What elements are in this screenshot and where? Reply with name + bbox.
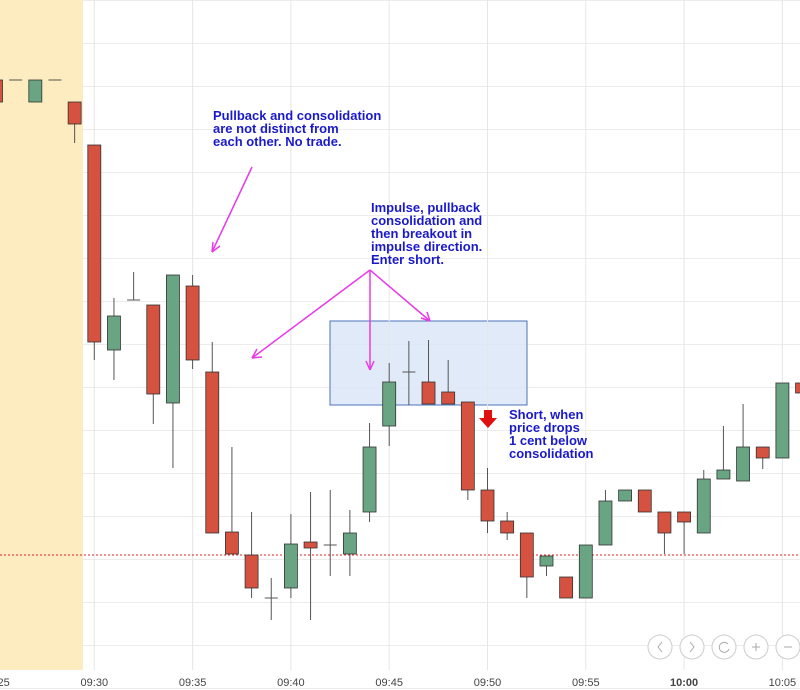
x-tick-label: 09:45: [375, 677, 403, 689]
candle-body: [696, 478, 711, 534]
candle-body: [637, 489, 652, 513]
annotation-line: consolidation and: [371, 213, 482, 228]
candle-body: [677, 511, 691, 523]
candle-body: [303, 541, 318, 549]
candle-body: [283, 543, 298, 589]
candle-body: [362, 446, 377, 513]
annotation-line: Pullback and consolidation: [213, 108, 381, 123]
x-tick-label: 09:30: [81, 677, 109, 689]
candle-body: [67, 101, 82, 125]
candle-body: [657, 511, 672, 534]
reset-button[interactable]: [711, 634, 737, 660]
annotation-line: 1 cent below: [509, 433, 588, 448]
candle-body: [185, 285, 200, 361]
candle-body: [0, 79, 3, 103]
annotation-line: consolidation: [509, 446, 594, 461]
annotation: Pullback and consolidation are not distin…: [213, 108, 381, 149]
candle-body: [480, 489, 495, 522]
x-tick-label: 09:55: [572, 677, 600, 689]
candle-body: [244, 554, 259, 589]
candle-body: [559, 576, 574, 599]
candle-body: [618, 489, 633, 502]
annotation-line: Enter short.: [371, 252, 444, 267]
candle-body: [441, 391, 456, 405]
candle-body: [519, 532, 534, 578]
short-arrow: [479, 410, 497, 428]
candle-body: [166, 274, 180, 404]
annotation: Short, when price drops 1 cent below consol…: [509, 407, 594, 461]
annotation-line: are not distinct from: [213, 121, 339, 136]
zoom-controls[interactable]: [647, 634, 800, 660]
annotation-line: Short, when: [509, 407, 583, 422]
x-tick-label: 10:00: [670, 677, 698, 689]
candle-body: [716, 469, 731, 480]
annotation-line: each other. No trade.: [213, 134, 342, 149]
scroll-right-button[interactable]: [679, 634, 705, 660]
candle-body: [736, 446, 750, 482]
x-tick-label: 09:35: [179, 677, 207, 689]
candle-body: [87, 144, 102, 343]
candle-body: [795, 382, 800, 394]
candle-body: [146, 304, 161, 395]
candle-body: [539, 555, 554, 567]
candle-body: [578, 544, 593, 599]
candle-body: [382, 381, 397, 427]
annotation-line: price drops: [509, 420, 580, 435]
candle-body: [775, 382, 790, 459]
candle-body: [205, 371, 220, 534]
candle-body: [342, 532, 357, 555]
candle-body: [28, 79, 43, 103]
x-tick-label: 10:05: [769, 677, 797, 689]
candle-body: [500, 520, 515, 534]
x-tick-label: 09:50: [474, 677, 502, 689]
candle-body: [755, 446, 770, 459]
scroll-left-button[interactable]: [647, 634, 673, 660]
candle-body: [598, 500, 613, 546]
candle-body: [421, 381, 436, 405]
annotation-line: impulse direction.: [371, 239, 482, 254]
annotation-line: Impulse, pullback: [371, 200, 481, 215]
candle-body: [225, 531, 239, 555]
annotation-line: then breakout in: [371, 226, 472, 241]
candle-body: [107, 315, 121, 351]
x-tick-label: 09:25: [0, 677, 10, 689]
x-tick-label: 09:40: [277, 677, 305, 689]
annotation: Impulse, pullback consolidation and then b…: [371, 200, 482, 267]
annotation-arrows: [211, 166, 431, 371]
candle-body: [460, 401, 475, 491]
